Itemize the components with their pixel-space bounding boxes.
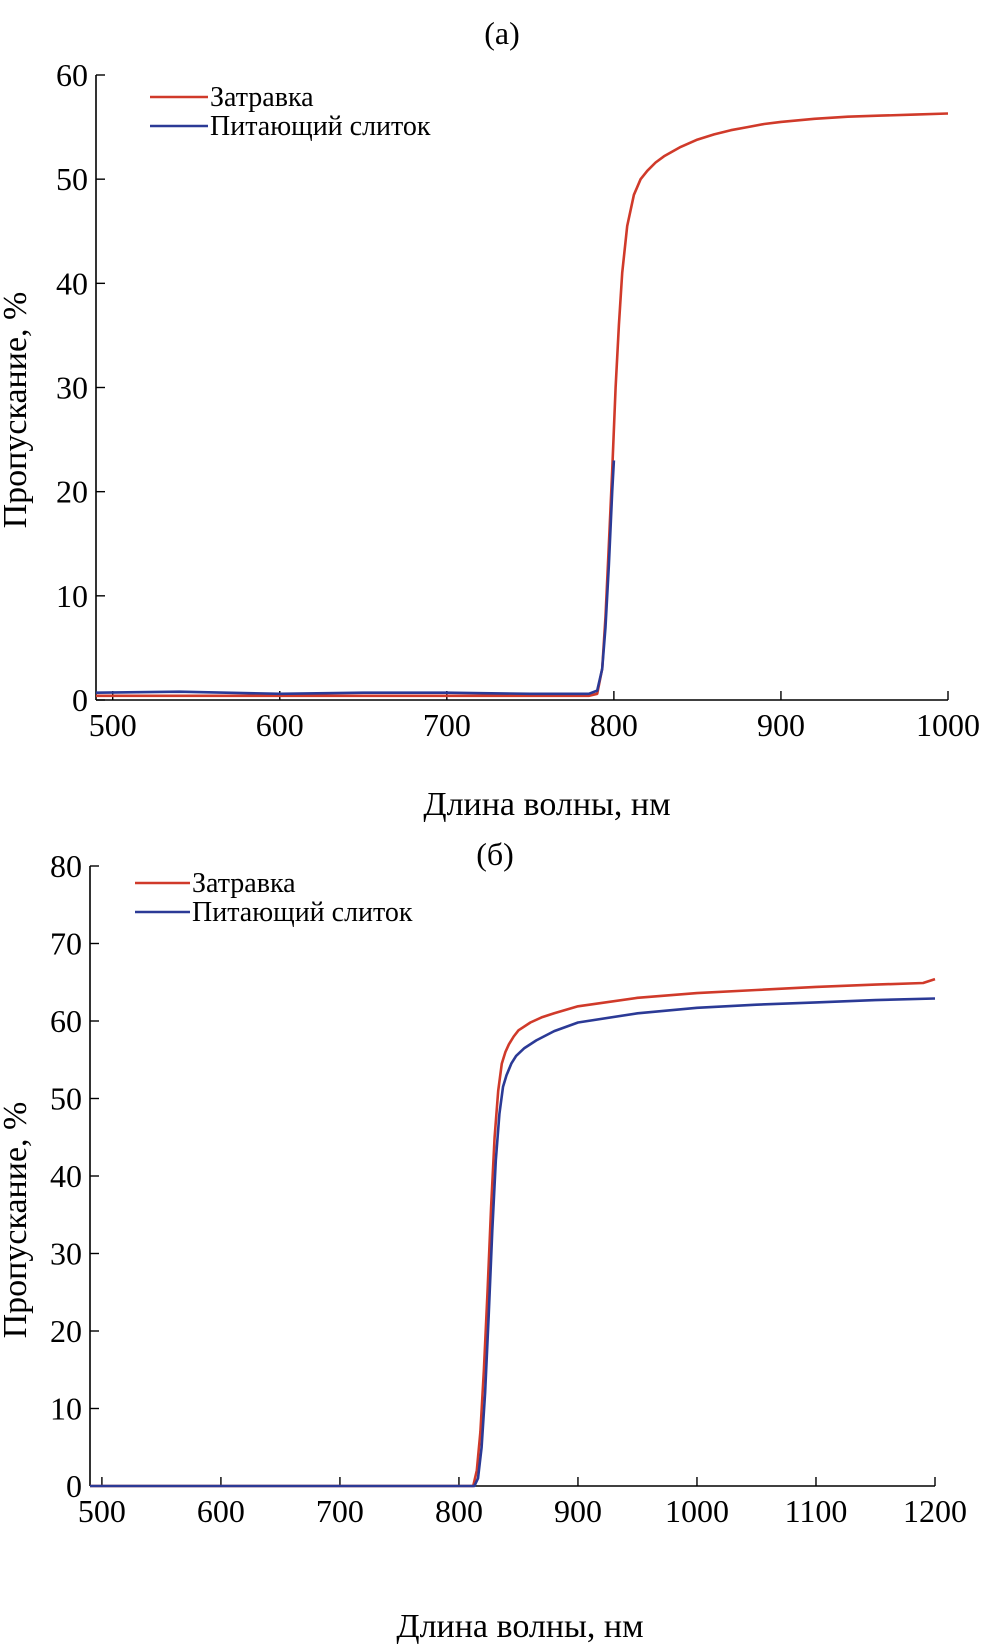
panel-b-x-tick-label-1000: 1000 xyxy=(665,1493,729,1529)
panel-b-x-axis-label: Длина волны, нм xyxy=(396,1608,643,1645)
panel-b-y-tick-label-70: 70 xyxy=(50,926,82,962)
panel-a-x-tick-label-500: 500 xyxy=(89,707,137,743)
panel-a-x-tick-label-600: 600 xyxy=(256,707,304,743)
panel-b-y-axis-label: Пропускание, % xyxy=(0,1102,34,1339)
panel-b-x-tick-label-900: 900 xyxy=(554,1493,602,1529)
panel-a-legend-label-0: Затравка xyxy=(210,82,314,113)
panel-a-label: (a) xyxy=(484,15,520,51)
panel-b-y-tick-label-80: 80 xyxy=(50,848,82,884)
panel-a-x-tick-label-1000: 1000 xyxy=(916,707,980,743)
panel-b-series-line-feed-ingot xyxy=(90,997,936,1488)
panel-b-x-tick-label-700: 700 xyxy=(316,1493,364,1529)
panel-b: (б) 500 600 700 800 900 1000 1100 1200 0 10 20 30 40… xyxy=(0,836,967,1645)
panel-b-x-tick-label-1200: 1200 xyxy=(903,1493,967,1529)
panel-b-x-tick-label-500: 500 xyxy=(78,1493,126,1529)
panel-a-y-tick-label-60: 60 xyxy=(56,57,88,93)
panel-b-x-tick-label-600: 600 xyxy=(197,1493,245,1529)
panel-a-y-tick-label-30: 30 xyxy=(56,370,88,406)
panel-b-y-tick-label-30: 30 xyxy=(50,1236,82,1272)
panel-a-y-axis-label: Пропускание, % xyxy=(0,292,34,529)
panel-b-y-tick-label-40: 40 xyxy=(50,1158,82,1194)
panel-b-y-tick-label-10: 10 xyxy=(50,1391,82,1427)
panel-b-series-lines xyxy=(90,977,936,1488)
panel-a-series-lines xyxy=(95,112,949,698)
panel-a-y-tick-label-20: 20 xyxy=(56,474,88,510)
panel-b-x-tick-label-1100: 1100 xyxy=(785,1493,848,1529)
panel-a-series-line-feed-ingot xyxy=(95,460,616,696)
panel-b-y-tick-label-0: 0 xyxy=(66,1468,82,1504)
panel-b-y-tick-label-50: 50 xyxy=(50,1081,82,1117)
panel-a-series-line-seed xyxy=(96,112,949,698)
panel-b-legend-label-0: Затравка xyxy=(192,868,296,899)
panel-b-label: (б) xyxy=(476,836,514,872)
panel-b-y-tick-label-20: 20 xyxy=(50,1313,82,1349)
panel-b-y-tick-label-60: 60 xyxy=(50,1003,82,1039)
panel-a-axes: 500 600 700 800 900 1000 0 10 20 30 40 50 60 xyxy=(56,57,980,743)
panel-a-y-tick-label-10: 10 xyxy=(56,578,88,614)
panel-b-series-line-seed xyxy=(90,977,936,1488)
panel-b-legend-label-1: Питающий слиток xyxy=(192,897,413,928)
panel-a-y-tick-label-40: 40 xyxy=(56,265,88,301)
panel-b-axes: 500 600 700 800 900 1000 1100 1200 0 10 20 30 40 50 60… xyxy=(50,848,967,1529)
panel-a-legend-label-1: Питающий слиток xyxy=(210,111,431,142)
panel-b-x-tick-label-800: 800 xyxy=(435,1493,483,1529)
panel-a: (a) 500 600 700 800 900 1000 0 10 20 30 40 50 60 Зат… xyxy=(0,15,980,823)
panel-a-x-tick-label-800: 800 xyxy=(590,707,638,743)
panel-a-x-tick-label-900: 900 xyxy=(757,707,805,743)
panel-a-y-tick-label-0: 0 xyxy=(72,682,88,718)
panel-a-y-tick-label-50: 50 xyxy=(56,161,88,197)
panel-a-x-axis-label: Длина волны, нм xyxy=(423,786,670,823)
panel-a-x-tick-label-700: 700 xyxy=(423,707,471,743)
